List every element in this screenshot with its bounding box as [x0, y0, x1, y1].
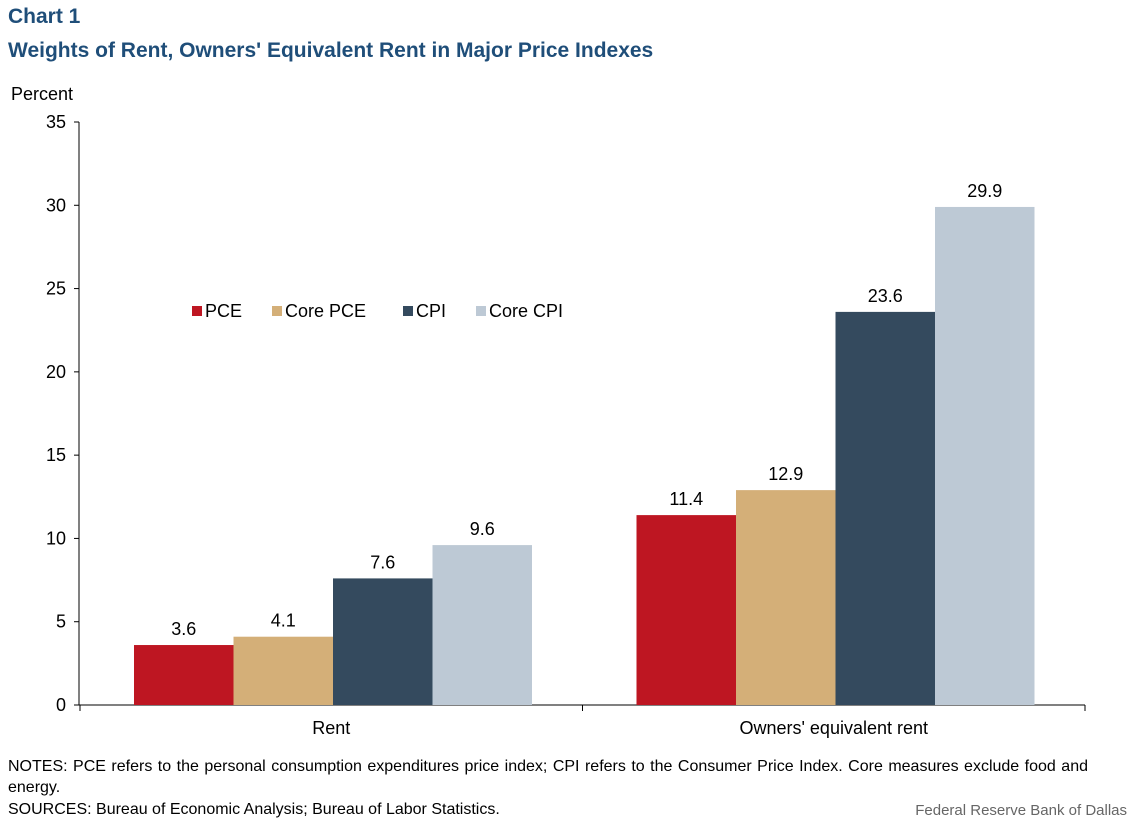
y-tick-label: 5: [56, 612, 66, 632]
y-tick-label: 15: [46, 445, 66, 465]
data-label: 3.6: [171, 619, 196, 639]
legend-swatch: [403, 306, 413, 316]
data-label: 29.9: [967, 181, 1002, 201]
legend-label: CPI: [416, 301, 446, 321]
sources: SOURCES: Bureau of Economic Analysis; Bu…: [8, 801, 500, 818]
credit: Federal Reserve Bank of Dallas: [915, 802, 1127, 819]
bar: [134, 645, 234, 705]
data-label: 4.1: [271, 611, 296, 631]
y-tick-label: 10: [46, 528, 66, 548]
notes: NOTES: PCE refers to the personal consum…: [8, 758, 1088, 796]
bar: [736, 490, 836, 705]
y-axis-label: Percent: [11, 84, 74, 104]
legend-swatch: [272, 306, 282, 316]
bar: [835, 311, 935, 705]
chart-title: Weights of Rent, Owners' Equivalent Rent…: [8, 39, 654, 62]
bar: [233, 636, 333, 705]
y-tick-label: 30: [46, 195, 66, 215]
bar: [432, 545, 532, 705]
y-tick-label: 25: [46, 279, 66, 299]
y-tick-label: 35: [46, 112, 66, 132]
data-label: 11.4: [669, 489, 703, 509]
bar: [636, 515, 736, 705]
legend-label: Core PCE: [285, 301, 366, 321]
data-label: 23.6: [868, 286, 903, 306]
legend-label: PCE: [205, 301, 242, 321]
y-tick-label: 0: [56, 695, 66, 715]
x-category-label: Rent: [312, 718, 350, 738]
y-tick-label: 20: [46, 362, 66, 382]
data-label: 9.6: [470, 519, 495, 539]
data-label: 7.6: [370, 552, 395, 572]
bar: [935, 206, 1035, 706]
chart-number: Chart 1: [8, 5, 81, 28]
legend-label: Core CPI: [489, 301, 563, 321]
legend-swatch: [192, 306, 202, 316]
legend-swatch: [476, 306, 486, 316]
data-label: 12.9: [768, 464, 803, 484]
bar-chart: 0 5 10 15 20 25 30 35 Rent 3.6 4.1 7.6 9.6 Owners' eq…: [46, 112, 1086, 738]
x-category-label: Owners' equivalent rent: [739, 718, 928, 738]
bar: [333, 578, 433, 705]
